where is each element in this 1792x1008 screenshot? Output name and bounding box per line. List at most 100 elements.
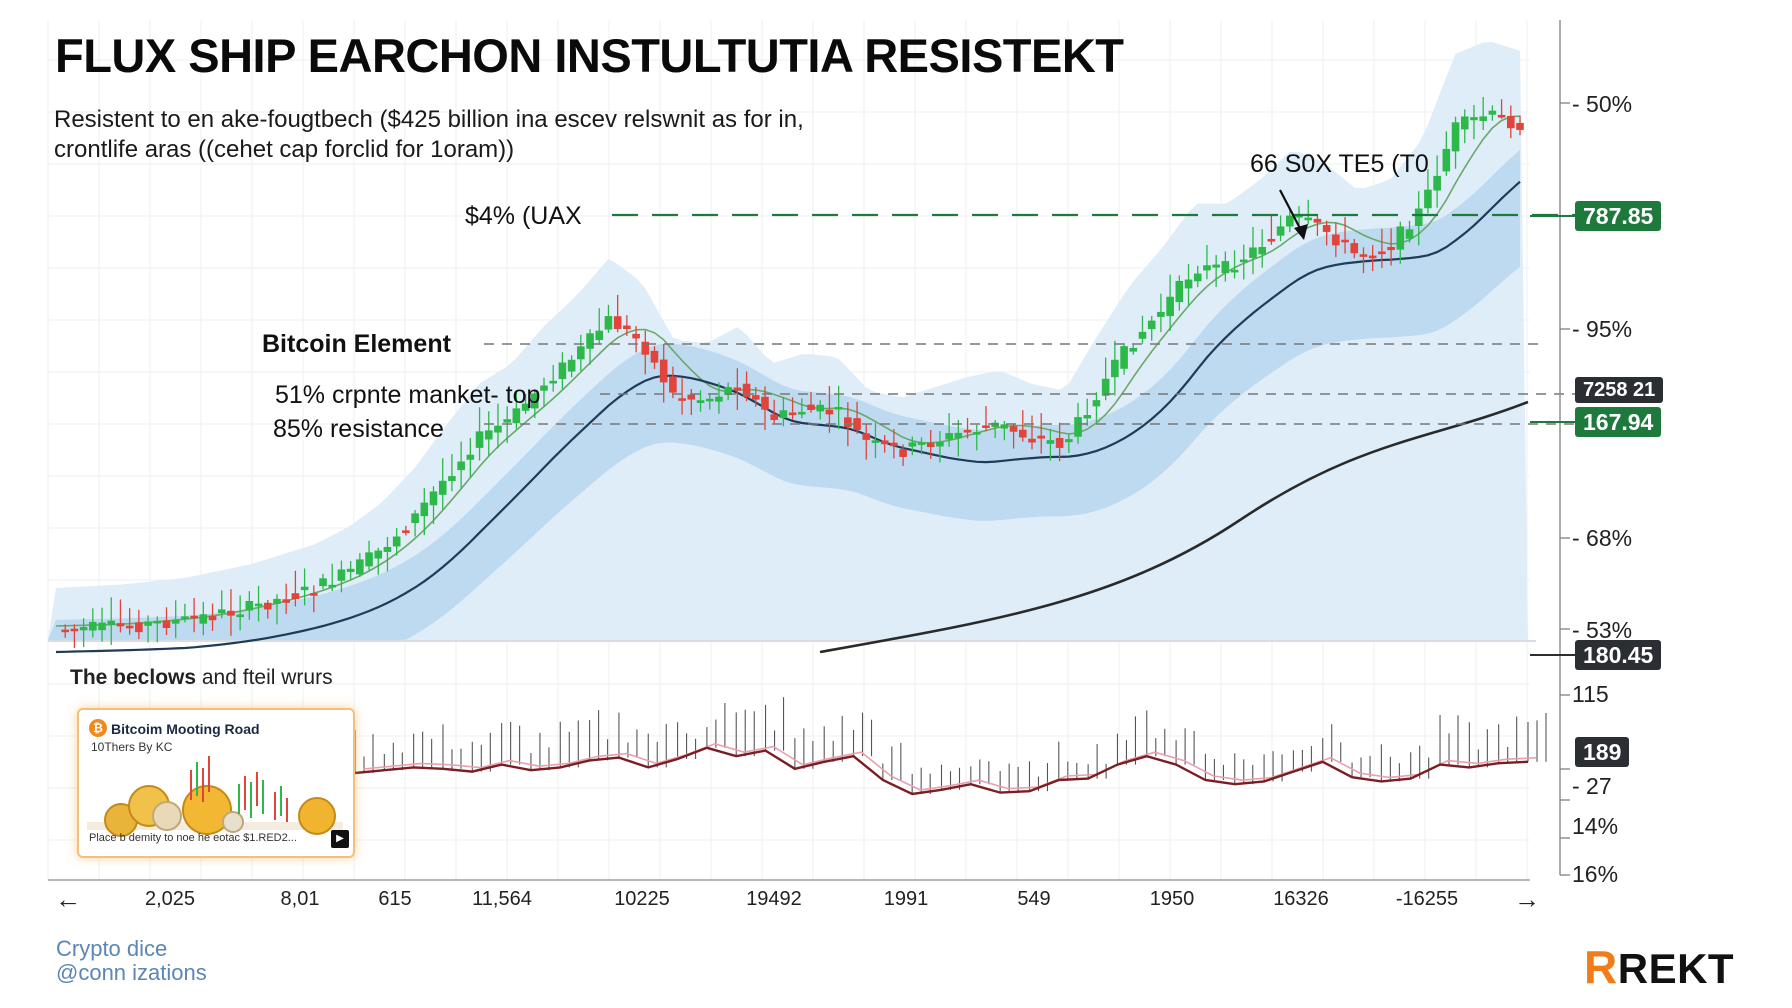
candle-body xyxy=(208,616,217,621)
x-label: 19492 xyxy=(746,888,802,910)
footer-line1: Crypto dice xyxy=(56,936,168,961)
ma-mid-line xyxy=(55,180,1521,654)
callout-arrowhead xyxy=(1294,224,1308,240)
candle-body xyxy=(494,425,502,433)
chart-title: FLUX SHIP EARCHON INSTULTUTIA RESISTEKT xyxy=(55,29,1124,82)
candle-body xyxy=(742,383,751,397)
candle-body xyxy=(1092,400,1101,407)
candle-body xyxy=(1101,378,1110,396)
candle-body xyxy=(171,619,180,624)
logo-letter: R xyxy=(1584,941,1618,993)
candle-body xyxy=(1497,114,1506,118)
candle-body xyxy=(475,431,484,448)
x-label: 615 xyxy=(378,888,412,910)
candle-body xyxy=(107,620,116,625)
candle-body xyxy=(1203,265,1211,271)
candle-body xyxy=(1083,415,1092,419)
candle-body xyxy=(1193,273,1202,282)
candle-body xyxy=(1018,429,1027,438)
candle-body xyxy=(1111,359,1119,378)
candle-body xyxy=(448,476,456,481)
price-tag-189: 189 xyxy=(1575,737,1630,767)
candle-body xyxy=(540,385,548,391)
candle-body xyxy=(1387,247,1395,251)
scroll-left-icon[interactable]: ← xyxy=(55,884,81,914)
candle-body xyxy=(779,410,788,419)
candle-body xyxy=(429,491,438,506)
candle-body xyxy=(982,425,990,429)
band-inner xyxy=(48,149,1520,640)
chart-axes xyxy=(48,20,1575,881)
candle-body xyxy=(217,609,226,614)
candle-body xyxy=(392,536,401,547)
candle-body xyxy=(1433,175,1441,191)
candle-body xyxy=(1470,117,1478,121)
candle-body xyxy=(1175,280,1184,303)
candle-body xyxy=(199,614,208,624)
candle-body xyxy=(346,568,355,572)
candle-body xyxy=(613,316,622,330)
candle-body xyxy=(1138,331,1147,339)
candle-body xyxy=(880,440,889,445)
ma-fast-line xyxy=(55,115,1521,627)
candle-body xyxy=(1396,226,1405,250)
candle-body xyxy=(926,442,935,448)
level-label-market-top: 51% crpnte manket- top xyxy=(275,381,541,409)
callout-label: 66 S0X TE5 (T0 xyxy=(1250,150,1429,178)
candle-body xyxy=(733,387,742,391)
candle-body xyxy=(1451,122,1460,152)
candle-body xyxy=(1120,346,1128,369)
x-label: -16255 xyxy=(1395,888,1459,910)
candle-body xyxy=(530,393,539,409)
candle-body xyxy=(374,550,383,559)
candle-body xyxy=(89,621,97,631)
candle-body xyxy=(586,333,594,349)
price-tag-7258: 7258 21 xyxy=(1575,377,1664,403)
indicator-title-rest: and fteil wrurs xyxy=(196,666,333,689)
candle-body xyxy=(70,628,79,632)
candle-body xyxy=(1488,110,1497,115)
candle-body xyxy=(1147,320,1156,330)
candle-body xyxy=(751,395,760,400)
thumbnail-footer: Place b demity to noe he eotac $1.RED2..… xyxy=(89,832,297,844)
footer-line2: @conn izations xyxy=(56,960,207,985)
candle-body xyxy=(678,398,686,401)
candle-body xyxy=(1212,264,1220,268)
candle-body xyxy=(705,398,714,402)
y-label-95: - 95% xyxy=(1572,316,1633,342)
candle-body xyxy=(438,480,447,495)
candle-body xyxy=(1332,234,1340,246)
candle-body xyxy=(1506,115,1515,129)
candle-body xyxy=(604,316,613,330)
x-label: 2,025 xyxy=(144,888,196,910)
candle-body xyxy=(687,394,696,400)
bollinger-bands xyxy=(48,42,1536,642)
candle-body xyxy=(512,408,521,424)
candle-body xyxy=(1359,254,1368,257)
candle-body xyxy=(632,333,640,339)
candle-body xyxy=(862,433,871,440)
candle-body xyxy=(1405,229,1414,239)
candle-body xyxy=(890,442,898,447)
candle-body xyxy=(1046,440,1055,444)
candle-body xyxy=(1239,259,1248,263)
candle-body xyxy=(181,616,189,619)
candle-body xyxy=(1304,217,1313,221)
scroll-right-icon[interactable]: → xyxy=(1514,884,1540,914)
candle-body xyxy=(1055,438,1064,448)
candle-body xyxy=(761,396,769,410)
video-thumbnail[interactable]: ₿ Bitcoim Mooting Road 10Thers By KC Pla… xyxy=(77,708,355,858)
candle-body xyxy=(135,622,143,633)
candle-body xyxy=(1166,296,1174,317)
candle-body xyxy=(79,627,88,631)
play-icon[interactable]: ▶ xyxy=(331,830,349,848)
candle-body xyxy=(1074,417,1082,437)
indicator-title: The beclows and fteil wrurs xyxy=(70,666,333,690)
candle-body xyxy=(356,559,364,575)
candle-body xyxy=(1322,225,1331,232)
indicator-line xyxy=(354,746,1529,796)
y-label-16: 16% xyxy=(1572,861,1619,887)
chart-subtitle-line1: Resistent to en ake-fougtbech ($425 bill… xyxy=(54,106,804,133)
candle-body xyxy=(1460,116,1469,130)
